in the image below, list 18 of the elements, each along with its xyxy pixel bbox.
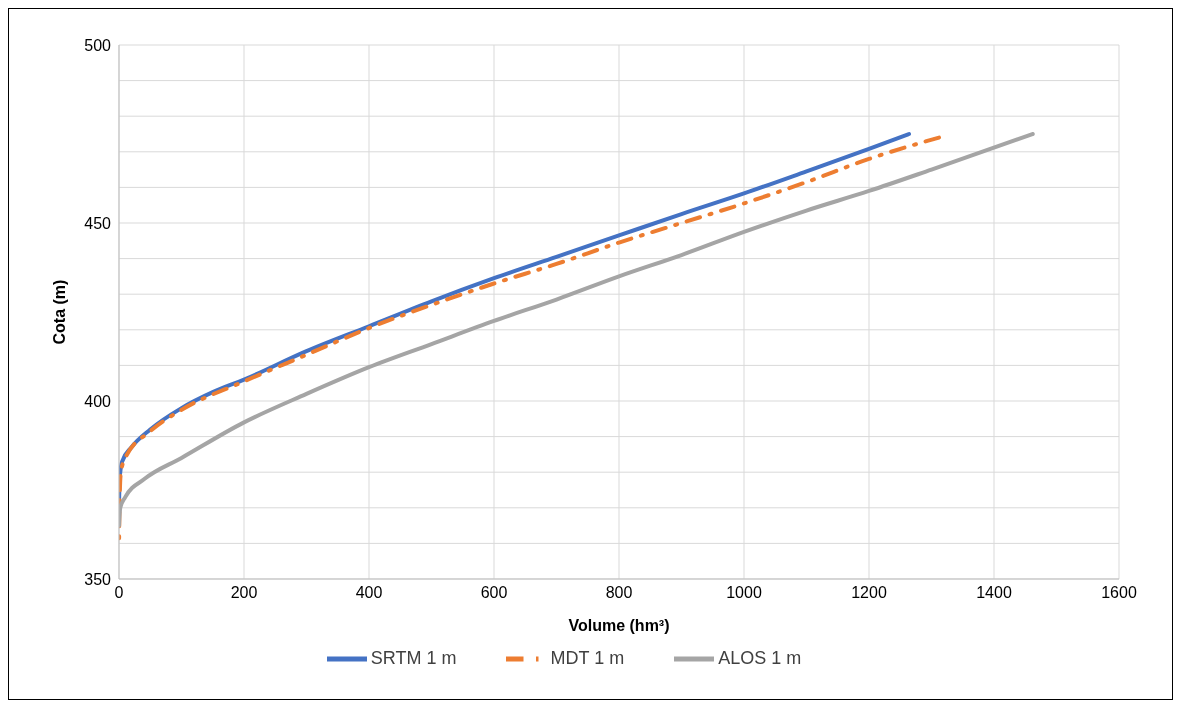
legend-label: SRTM 1 m	[370, 647, 457, 668]
x-tick-label: 1200	[851, 584, 887, 602]
x-tick-label: 1600	[1101, 584, 1137, 602]
y-axis-title: Cota (m)	[50, 279, 68, 345]
x-tick-label: 400	[355, 584, 383, 602]
x-tick-label: 1400	[976, 584, 1012, 602]
y-tick-label: 500	[84, 36, 112, 54]
legend-label: ALOS 1 m	[718, 647, 802, 668]
y-tick-label: 400	[84, 392, 112, 410]
x-tick-label: 200	[230, 584, 258, 602]
y-tick-label: 350	[84, 570, 112, 588]
x-tick-label: 800	[605, 584, 633, 602]
y-tick-label: 450	[84, 214, 112, 232]
legend-label: MDT 1 m	[550, 647, 625, 668]
x-tick-label: 1000	[726, 584, 762, 602]
x-tick-label: 0	[114, 584, 124, 602]
x-axis-title: Volume (hm³)	[568, 617, 670, 634]
x-tick-label: 600	[480, 584, 508, 602]
